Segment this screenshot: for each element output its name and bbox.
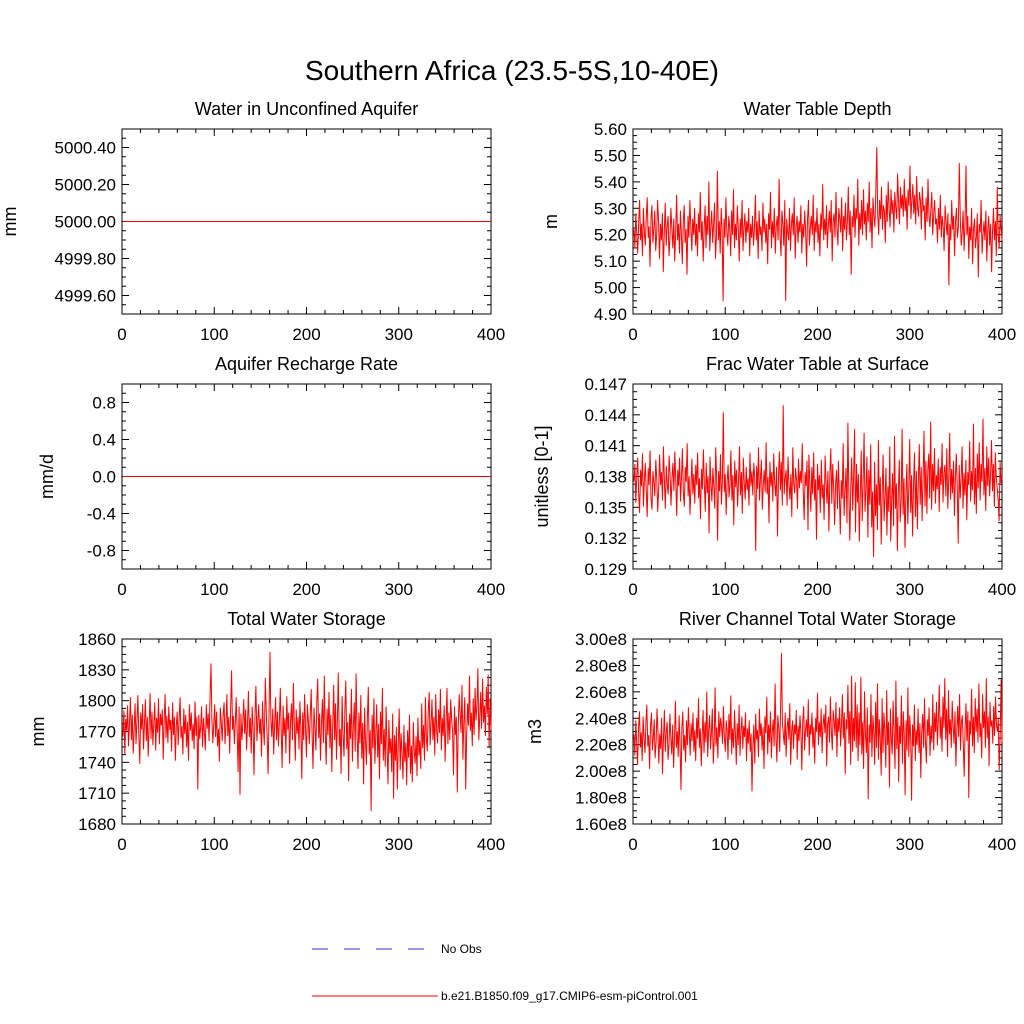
- y-axis-label: m3: [525, 719, 545, 744]
- y-tick-label: 4999.60: [55, 287, 116, 306]
- panel-title: River Channel Total Water Storage: [679, 609, 956, 629]
- y-axis-label: m: [541, 214, 561, 229]
- panel-water-unconfined-aquifer: Water in Unconfined Aquifer 0 100 200 300 400…: [0, 99, 505, 344]
- x-tick-label: 200: [292, 835, 320, 854]
- x-tick-label: 300: [385, 580, 413, 599]
- x-tick-label: 100: [711, 580, 739, 599]
- y-tick-label: 5.20: [594, 226, 627, 245]
- y-tick-label: 5000.40: [55, 139, 116, 158]
- series-line-0: [633, 405, 1003, 558]
- y-tick-label: 3.00e8: [575, 630, 627, 649]
- x-tick-label: 200: [292, 325, 320, 344]
- y-tick-label: 0.0: [92, 468, 116, 487]
- x-tick-label: 0: [117, 325, 126, 344]
- x-tick-label: 300: [896, 835, 924, 854]
- panel-river-channel-storage: River Channel Total Water Storage 0 100 200…: [525, 609, 1016, 854]
- y-tick-label: 1740: [78, 753, 116, 772]
- legend-label-no-obs: No Obs: [441, 942, 482, 956]
- x-tick-label: 400: [988, 835, 1016, 854]
- y-tick-label: 0.132: [584, 529, 627, 548]
- panel-aquifer-recharge-rate: Aquifer Recharge Rate 0 100 200 300 400 -0.8 -0…: [37, 354, 505, 599]
- y-tick-label: 1.60e8: [575, 815, 627, 834]
- legend-label-model: b.e21.B1850.f09_g17.CMIP6-esm-piControl.…: [441, 989, 698, 1003]
- y-tick-label: 5.00: [594, 279, 627, 298]
- y-axis-label: mm/d: [37, 454, 57, 499]
- figure-title: Southern Africa (23.5-5S,10-40E): [305, 55, 719, 86]
- y-tick-label: 5.50: [594, 146, 627, 165]
- x-tick-label: 200: [803, 325, 831, 344]
- panel-title: Water Table Depth: [743, 99, 891, 119]
- y-tick-label: 1830: [78, 661, 116, 680]
- x-tick-label: 100: [200, 835, 228, 854]
- series-line-0: [122, 651, 492, 812]
- x-tick-label: 100: [711, 325, 739, 344]
- y-tick-label: 5.60: [594, 120, 627, 139]
- x-tick-label: 200: [803, 580, 831, 599]
- x-tick-label: 100: [200, 580, 228, 599]
- y-tick-label: 5.40: [594, 173, 627, 192]
- y-tick-label: -0.4: [87, 505, 116, 524]
- y-tick-label: 5000.20: [55, 176, 116, 195]
- y-tick-label: 4.90: [594, 305, 627, 324]
- y-tick-label: 1860: [78, 630, 116, 649]
- y-tick-label: 1680: [78, 815, 116, 834]
- panel-water-table-depth: Water Table Depth 0 100 200 300 400 4.90 5.00 5.…: [541, 99, 1016, 344]
- y-tick-label: 2.00e8: [575, 762, 627, 781]
- y-axis-label: mm: [28, 717, 48, 747]
- y-tick-label: 5.10: [594, 252, 627, 271]
- y-tick-label: 0.138: [584, 468, 627, 487]
- panel-title: Frac Water Table at Surface: [706, 354, 929, 374]
- x-tick-label: 200: [803, 835, 831, 854]
- y-tick-label: 2.60e8: [575, 683, 627, 702]
- x-tick-label: 300: [896, 325, 924, 344]
- x-tick-label: 300: [385, 835, 413, 854]
- x-tick-label: 300: [385, 325, 413, 344]
- panel-title: Aquifer Recharge Rate: [215, 354, 398, 374]
- y-tick-label: 4999.80: [55, 250, 116, 269]
- y-axis-label: mm: [0, 207, 20, 237]
- legend: No Obs b.e21.B1850.f09_g17.CMIP6-esm-piC…: [312, 942, 698, 1003]
- x-tick-label: 0: [117, 835, 126, 854]
- y-tick-label: 2.80e8: [575, 656, 627, 675]
- x-tick-label: 200: [292, 580, 320, 599]
- panel-title: Total Water Storage: [227, 609, 385, 629]
- x-tick-label: 0: [628, 580, 637, 599]
- y-tick-label: 5000.00: [55, 213, 116, 232]
- x-tick-label: 0: [628, 325, 637, 344]
- y-tick-label: 0.147: [584, 375, 627, 394]
- panel-total-water-storage: Total Water Storage 0 100 200 300 400 1680 1710…: [28, 609, 505, 854]
- y-tick-label: 1710: [78, 784, 116, 803]
- y-tick-label: 0.144: [584, 406, 627, 425]
- panel-frac-water-table-surface: Frac Water Table at Surface 0 100 200 300 400…: [532, 354, 1016, 599]
- x-tick-label: 0: [117, 580, 126, 599]
- y-tick-label: -0.8: [87, 542, 116, 561]
- y-tick-label: 2.40e8: [575, 709, 627, 728]
- y-tick-label: 1800: [78, 692, 116, 711]
- y-tick-label: 1770: [78, 723, 116, 742]
- x-tick-label: 400: [477, 325, 505, 344]
- x-tick-label: 0: [628, 835, 637, 854]
- x-tick-label: 100: [711, 835, 739, 854]
- x-tick-label: 400: [477, 580, 505, 599]
- series-line-0: [633, 653, 1003, 801]
- y-tick-label: 0.129: [584, 560, 627, 579]
- x-tick-label: 100: [200, 325, 228, 344]
- y-axis-label: unitless [0-1]: [532, 425, 552, 527]
- y-tick-label: 0.141: [584, 437, 627, 456]
- x-tick-label: 400: [988, 325, 1016, 344]
- y-tick-label: 5.30: [594, 199, 627, 218]
- y-tick-label: 0.135: [584, 498, 627, 517]
- y-tick-label: 0.8: [92, 394, 116, 413]
- panels: Water in Unconfined Aquifer 0 100 200 300 400…: [0, 99, 1016, 854]
- y-tick-label: 0.4: [92, 431, 116, 450]
- x-tick-label: 400: [477, 835, 505, 854]
- y-tick-label: 2.20e8: [575, 736, 627, 755]
- series-line-0: [633, 147, 1003, 302]
- panel-title: Water in Unconfined Aquifer: [195, 99, 418, 119]
- x-tick-label: 400: [988, 580, 1016, 599]
- x-tick-label: 300: [896, 580, 924, 599]
- y-tick-label: 1.80e8: [575, 789, 627, 808]
